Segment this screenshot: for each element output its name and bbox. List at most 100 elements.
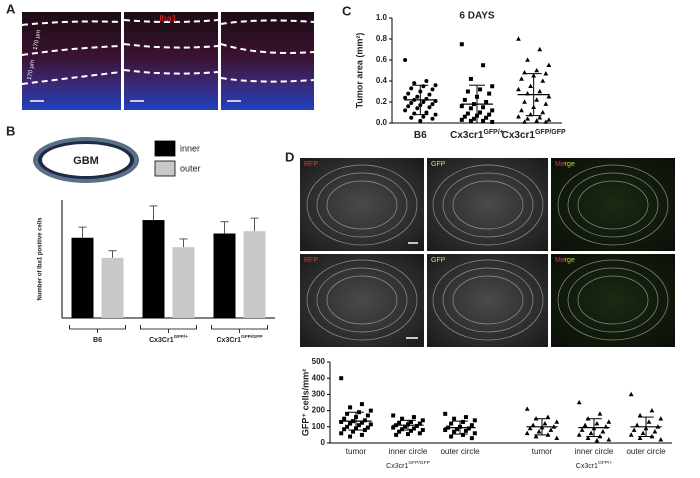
data-point	[443, 411, 448, 416]
data-point	[420, 428, 425, 433]
category-bracket	[211, 325, 268, 333]
y-axis-title: GFP⁺ cells/mm²	[300, 369, 310, 436]
data-point	[481, 118, 486, 123]
data-point	[415, 106, 420, 111]
data-point	[579, 427, 585, 432]
bar	[172, 247, 195, 318]
data-point	[417, 421, 422, 426]
data-point	[652, 429, 658, 434]
data-point	[543, 119, 549, 124]
data-point	[468, 106, 473, 111]
y-tick-label: 300	[312, 390, 326, 399]
y-tick-label: 0.8	[376, 34, 388, 43]
micrograph	[221, 12, 314, 110]
data-point	[537, 88, 543, 94]
data-point	[527, 425, 533, 431]
x-tick-label: outer circle	[440, 447, 480, 456]
data-point	[443, 428, 448, 433]
data-point	[540, 109, 546, 115]
panel-label: A	[6, 1, 16, 16]
panel-label: B	[6, 123, 15, 138]
data-point	[459, 117, 464, 122]
data-point	[408, 419, 413, 424]
data-point	[534, 97, 540, 102]
data-point	[537, 115, 543, 120]
category-label: Cx3cr1GFP/GFP	[502, 129, 566, 141]
region-circles	[306, 164, 669, 341]
data-point	[469, 436, 474, 441]
data-point	[459, 104, 464, 109]
data-point	[530, 422, 536, 427]
micrograph	[300, 254, 424, 347]
data-point	[582, 422, 588, 427]
channel-label: RFP	[304, 161, 318, 168]
x-tick-label: inner circle	[389, 447, 428, 456]
gbm-label: GBM	[73, 155, 99, 167]
data-point	[359, 420, 364, 425]
data-point	[524, 406, 530, 411]
data-point	[522, 99, 527, 104]
label-text: Cx3cr1	[502, 130, 536, 141]
y-tick-label: 0	[321, 438, 326, 447]
category-bracket	[140, 325, 197, 333]
data-point	[585, 435, 591, 440]
x-tick-label: outer circle	[626, 447, 666, 456]
y-tick-label: 100	[312, 422, 326, 431]
micrograph	[551, 254, 675, 347]
data-point	[406, 91, 411, 96]
data-point	[533, 433, 539, 439]
scale-label: 170 µm	[33, 30, 42, 51]
data-point	[628, 432, 634, 437]
x-tick-label: tumor	[532, 447, 553, 456]
data-point	[368, 422, 373, 427]
category-label: B6	[414, 130, 427, 141]
data-point	[403, 108, 408, 113]
micrograph	[300, 158, 424, 251]
data-point	[342, 416, 347, 421]
data-point	[525, 116, 530, 121]
data-point	[460, 432, 465, 437]
data-point	[546, 94, 552, 99]
data-point	[490, 119, 495, 124]
data-point	[394, 432, 399, 437]
data-point	[391, 413, 396, 418]
data-point	[415, 94, 420, 99]
label-text: B6	[414, 130, 427, 141]
label-text: Cx3cr1	[576, 463, 598, 470]
data-point	[339, 431, 344, 436]
data-point	[406, 432, 410, 437]
data-point	[430, 102, 435, 107]
boundary-lines	[21, 19, 315, 85]
data-point	[478, 87, 483, 92]
bar	[101, 257, 124, 318]
y-tick-label: 0.6	[376, 55, 388, 64]
data-point	[542, 420, 548, 426]
data-point	[397, 420, 402, 425]
data-point	[554, 435, 560, 440]
data-point	[339, 376, 344, 381]
y-tick-label: 0.2	[376, 97, 388, 106]
category-label: Cx3cr1GFP/GFP	[386, 460, 430, 470]
data-point	[452, 416, 457, 421]
channel-label: GFP	[431, 257, 446, 264]
data-point	[524, 430, 530, 436]
data-point	[546, 117, 552, 122]
bar	[243, 231, 266, 318]
data-point	[359, 402, 364, 407]
label-text: Cx3cr1	[386, 463, 408, 470]
data-point	[554, 419, 560, 424]
data-point	[534, 118, 540, 123]
data-point	[548, 427, 554, 432]
data-point	[463, 428, 468, 433]
chart-title: 6 DAYS	[459, 11, 495, 22]
data-point	[522, 119, 527, 124]
data-point	[481, 63, 486, 68]
data-point	[465, 111, 470, 116]
data-point	[339, 419, 344, 424]
data-point	[403, 58, 408, 62]
data-point	[427, 105, 432, 110]
data-point	[409, 115, 414, 120]
channel-label: Merge	[555, 257, 575, 264]
micrograph-grid: RFP GFP Merge RFP GFP Merge	[300, 158, 675, 347]
legend-label: inner	[180, 143, 200, 153]
